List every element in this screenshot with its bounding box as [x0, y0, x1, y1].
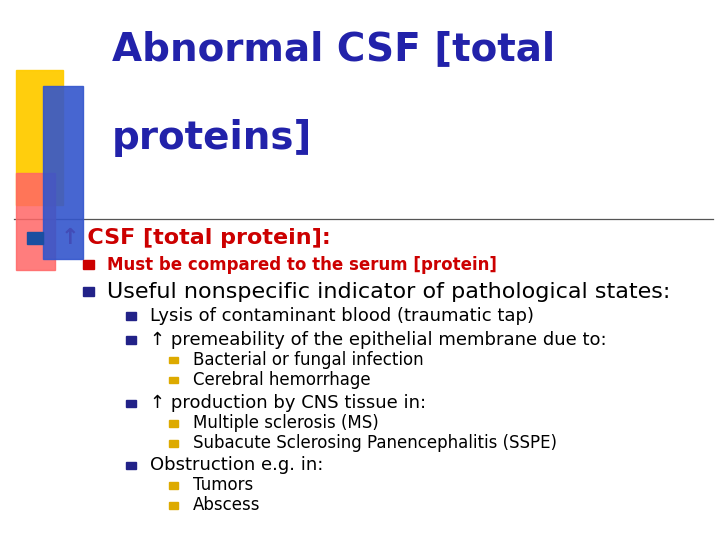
Text: Abscess: Abscess	[193, 496, 261, 515]
Bar	[126, 462, 136, 469]
Text: Bacterial or fungal infection: Bacterial or fungal infection	[193, 351, 423, 369]
Bar	[169, 357, 178, 363]
Text: ↑ production by CNS tissue in:: ↑ production by CNS tissue in:	[150, 394, 426, 413]
Bar	[83, 260, 94, 269]
Bar	[16, 70, 63, 205]
Bar	[83, 287, 94, 296]
Bar	[169, 482, 178, 489]
Bar	[126, 336, 136, 344]
Text: Tumors: Tumors	[193, 476, 253, 495]
Text: Lysis of contaminant blood (traumatic tap): Lysis of contaminant blood (traumatic ta…	[150, 307, 534, 325]
Bar	[16, 173, 55, 270]
Text: proteins]: proteins]	[112, 119, 312, 157]
Text: Useful nonspecific indicator of pathological states:: Useful nonspecific indicator of patholog…	[107, 281, 670, 302]
Text: ↑ CSF [total protein]:: ↑ CSF [total protein]:	[61, 227, 331, 248]
Bar	[43, 86, 83, 259]
Text: Must be compared to the serum [protein]: Must be compared to the serum [protein]	[107, 255, 496, 274]
Bar	[169, 440, 178, 447]
Text: Obstruction e.g. in:: Obstruction e.g. in:	[150, 456, 323, 475]
Text: Subacute Sclerosing Panencephalitis (SSPE): Subacute Sclerosing Panencephalitis (SSP…	[193, 434, 557, 453]
Bar	[169, 420, 178, 427]
Bar	[169, 502, 178, 509]
Bar	[169, 377, 178, 383]
Bar	[126, 312, 136, 320]
Bar	[126, 400, 136, 407]
Text: Multiple sclerosis (MS): Multiple sclerosis (MS)	[193, 414, 379, 433]
Bar	[27, 232, 43, 244]
Text: Abnormal CSF [total: Abnormal CSF [total	[112, 30, 554, 68]
Text: Cerebral hemorrhage: Cerebral hemorrhage	[193, 371, 371, 389]
Text: ↑ premeability of the epithelial membrane due to:: ↑ premeability of the epithelial membran…	[150, 331, 606, 349]
